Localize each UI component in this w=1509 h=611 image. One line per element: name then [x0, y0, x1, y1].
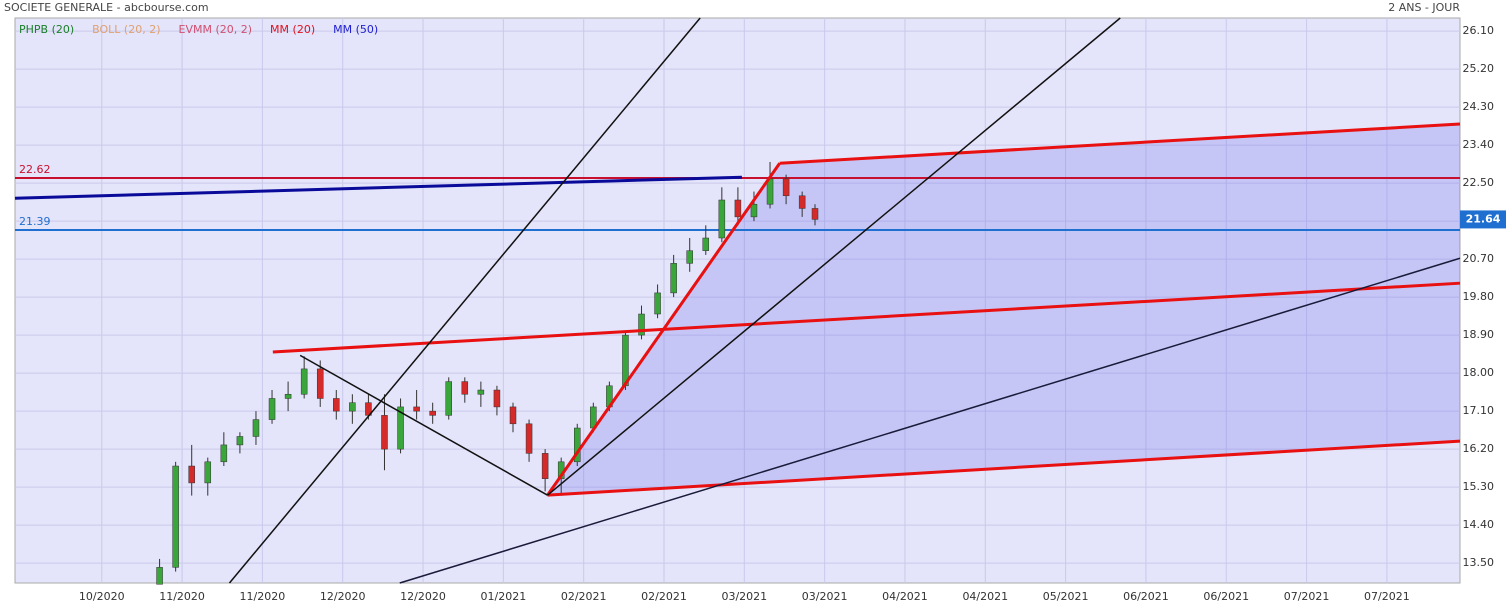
y-tick-label: 24.30: [1463, 100, 1495, 113]
candle-body: [333, 398, 340, 412]
candle-body: [718, 199, 726, 239]
chart-title: SOCIETE GENERALE - abcbourse.com: [4, 1, 209, 14]
candle-body: [493, 389, 501, 408]
x-tick-label: 12/2020: [320, 590, 366, 603]
x-tick-label: 07/2021: [1364, 590, 1410, 603]
level-label: 21.39: [19, 215, 51, 228]
candle-body: [686, 250, 693, 264]
x-tick-label: 11/2020: [159, 590, 205, 603]
y-tick-label: 20.70: [1463, 252, 1495, 265]
candle-body: [477, 389, 485, 395]
candle-body: [172, 465, 179, 568]
y-tick-label: 25.20: [1463, 62, 1495, 75]
legend-entry: PHPB (20): [19, 23, 74, 36]
plot: 13.50 14.40 15.30 16.20 17.10 18.00 18.90 19.80…: [14, 17, 1495, 603]
x-tick-label: 02/2021: [641, 590, 687, 603]
candle-body: [204, 461, 212, 484]
candle-body: [574, 427, 581, 463]
x-tick-label: 03/2021: [802, 590, 848, 603]
price-tag-label: 21.64: [1466, 212, 1501, 225]
candle-body: [413, 406, 420, 412]
trendline: [779, 122, 1461, 165]
candle-body: [811, 208, 819, 220]
candle-body: [461, 381, 469, 395]
candle-body: [429, 410, 436, 416]
candle-body: [670, 263, 677, 294]
legend-entry: MM (50): [333, 23, 378, 36]
candle-body: [156, 567, 163, 585]
candle-body: [509, 406, 517, 425]
x-tick-label: 03/2021: [721, 590, 767, 603]
x-tick-label: 04/2021: [882, 590, 928, 603]
candle-body: [445, 381, 452, 416]
y-tick-label: 17.10: [1463, 404, 1495, 417]
x-tick-label: 05/2021: [1043, 590, 1089, 603]
y-tick-label: 18.00: [1463, 366, 1495, 379]
x-tick-label: 07/2021: [1284, 590, 1330, 603]
y-tick-label: 16.20: [1463, 442, 1495, 455]
y-tick-label: 13.50: [1463, 556, 1495, 569]
candle-body: [397, 406, 404, 450]
y-tick-label: 15.30: [1463, 480, 1495, 493]
trendline: [272, 281, 1461, 354]
x-tick-label: 12/2020: [400, 590, 446, 603]
candle-body: [236, 436, 244, 446]
trendline: [546, 162, 781, 497]
trendline: [299, 354, 548, 496]
candle-body: [268, 398, 276, 420]
trendline: [228, 17, 701, 584]
candle-body: [750, 203, 758, 218]
x-tick-label: 06/2021: [1203, 590, 1249, 603]
candle-body: [284, 393, 292, 399]
legend-entry: EVMM (20, 2): [179, 23, 253, 36]
plot-area: [14, 17, 1461, 584]
x-tick-label: 04/2021: [962, 590, 1008, 603]
candle-body: [316, 368, 324, 399]
candle-body: [766, 178, 774, 205]
x-tick-label: 10/2020: [79, 590, 125, 603]
x-tick-label: 11/2020: [240, 590, 286, 603]
y-tick-label: 18.90: [1463, 328, 1495, 341]
x-tick-label: 02/2021: [561, 590, 607, 603]
y-tick-label: 26.10: [1463, 24, 1495, 37]
y-tick-label: 22.50: [1463, 176, 1495, 189]
trendline: [399, 257, 1461, 584]
y-tick-label: 23.40: [1463, 138, 1495, 151]
candle-body: [734, 199, 742, 218]
period: 2 ANS - JOUR: [1388, 1, 1460, 14]
candle-body: [541, 453, 549, 479]
legend-entry: BOLL (20, 2): [92, 23, 160, 36]
level-label: 22.62: [19, 163, 51, 176]
candle-body: [188, 465, 195, 484]
candle-body: [782, 178, 790, 197]
candle-body: [638, 313, 645, 336]
candle-body: [654, 292, 661, 315]
candle-body: [381, 415, 388, 450]
candle-body: [702, 237, 710, 251]
x-tick-label: 06/2021: [1123, 590, 1169, 603]
price-tag: [1460, 210, 1506, 229]
y-tick-label: 19.80: [1463, 290, 1495, 303]
candle-body: [525, 423, 533, 454]
trendline: [547, 439, 1461, 497]
y-tick-label: 14.40: [1463, 518, 1495, 531]
legend-entry: MM (20): [270, 23, 315, 36]
candle-body: [252, 419, 260, 437]
candle-body: [300, 368, 308, 395]
trendline: [547, 17, 1121, 496]
candle-body: [798, 195, 806, 209]
candle-body: [349, 402, 356, 412]
candle-body: [220, 444, 228, 463]
x-tick-label: 01/2021: [481, 590, 527, 603]
trendline: [14, 175, 742, 200]
